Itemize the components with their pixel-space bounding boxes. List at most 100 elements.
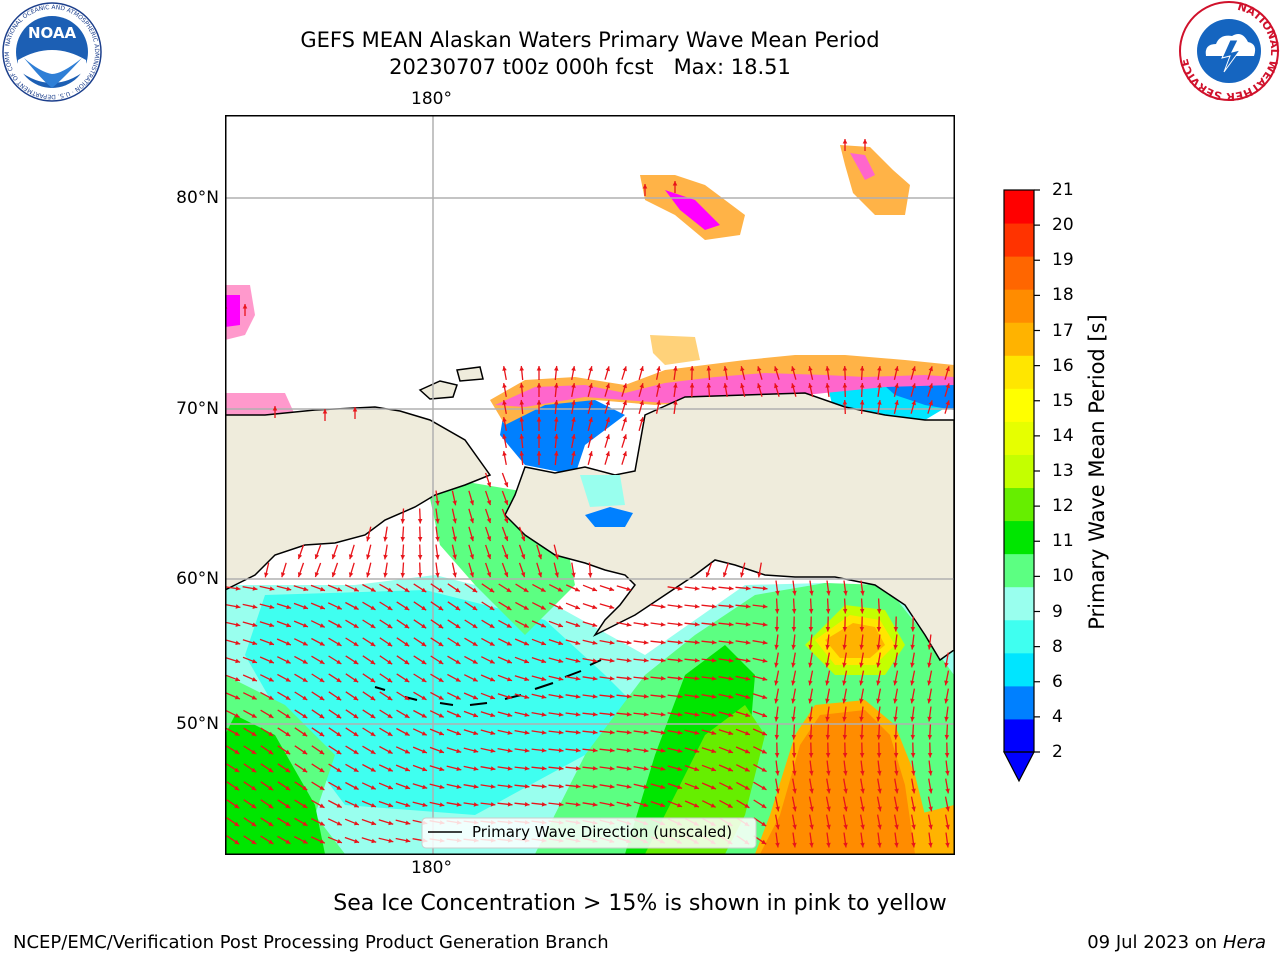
wave-direction-arrowhead <box>286 604 292 610</box>
wave-direction-arrowhead <box>507 748 513 753</box>
wave-direction-arrowhead <box>541 712 547 717</box>
footer-host: Hera <box>1222 932 1266 953</box>
wave-direction-arrowhead <box>235 604 241 609</box>
wave-direction-arrowhead <box>575 676 581 681</box>
wave-direction-arrowhead <box>575 784 581 789</box>
wave-direction-arrowhead <box>524 766 530 771</box>
wave-direction-arrowhead <box>894 806 899 812</box>
colorbar-tick-label: 17 <box>1052 320 1074 341</box>
wave-direction-arrowhead <box>405 802 411 808</box>
wave-direction-arrowhead <box>791 680 796 686</box>
wave-direction-arrowhead <box>336 677 342 683</box>
wave-direction-arrowhead <box>269 604 275 609</box>
wave-direction-arrowhead <box>251 803 257 809</box>
wave-direction-arrowhead <box>575 694 581 699</box>
wave-direction-arrowhead <box>677 676 683 681</box>
wave-direction-arrowhead <box>643 748 649 753</box>
colorbar-segment <box>1004 586 1034 621</box>
wave-direction-arrowhead <box>859 662 864 668</box>
wave-direction-arrowhead <box>404 623 410 629</box>
wave-direction-arrowhead <box>859 734 865 740</box>
wave-direction-arrowhead <box>592 802 598 807</box>
wave-direction-arrowhead <box>809 770 814 776</box>
wave-direction-arrowhead <box>506 587 512 592</box>
wave-direction-arrowhead <box>727 785 733 790</box>
wave-direction-arrowhead <box>252 604 258 609</box>
wave-direction-arrowhead <box>519 383 524 388</box>
wave-direction-arrowhead <box>825 698 830 704</box>
wave-direction-arrowhead <box>639 417 644 423</box>
wave-direction-arrowhead <box>370 749 376 754</box>
wave-direction-arrowhead <box>774 644 779 650</box>
wave-direction-arrowhead <box>944 698 949 704</box>
wave-direction-arrowhead <box>486 572 492 578</box>
wave-direction-arrowhead <box>825 627 831 632</box>
wave-direction-arrowhead <box>910 698 915 704</box>
sea-ice-caption: Sea Ice Concentration > 15% is shown in … <box>333 891 947 916</box>
wave-direction-arrowhead <box>911 400 916 406</box>
wave-direction-arrowhead <box>235 622 241 627</box>
wave-direction-arrowhead <box>554 554 559 560</box>
wave-direction-arrowhead <box>945 788 950 794</box>
wave-direction-arrowhead <box>728 712 734 717</box>
wave-direction-arrowhead <box>592 748 598 753</box>
wave-direction-arrowhead <box>541 748 547 753</box>
wave-direction-arrowhead <box>540 623 546 628</box>
wave-direction-arrowhead <box>302 695 308 700</box>
wave-direction-arrowhead <box>842 608 848 614</box>
colorbar-label: Primary Wave Mean Period [s] <box>1085 314 1109 630</box>
wave-direction-arrowhead <box>489 587 495 593</box>
wave-direction-arrowhead <box>843 788 848 794</box>
wave-direction-arrowhead <box>571 417 576 422</box>
wave-direction-arrowhead <box>859 680 864 686</box>
wave-direction-arrowhead <box>506 641 512 646</box>
colorbar-tick-label: 2 <box>1052 742 1063 762</box>
wave-direction-arrowhead <box>507 766 513 771</box>
wave-direction-arrowhead <box>438 587 444 593</box>
wave-direction-arrowhead <box>336 821 342 826</box>
wave-direction-arrowhead <box>809 788 814 794</box>
wave-direction-arrowhead <box>348 554 354 560</box>
wave-direction-arrowhead <box>809 806 814 812</box>
wave-direction-arrowhead <box>366 554 371 560</box>
wave-direction-arrowhead <box>524 659 529 664</box>
wave-direction-arrowhead <box>945 383 950 389</box>
wave-direction-arrowhead <box>877 806 882 812</box>
colorbar-tick-label: 13 <box>1052 461 1074 481</box>
wave-direction-arrowhead <box>558 802 564 807</box>
wave-direction-arrowhead <box>536 383 542 388</box>
wave-direction-arrowhead <box>774 627 780 632</box>
colorbar-tick-label: 10 <box>1052 566 1074 587</box>
wave-direction-arrowhead <box>490 784 496 789</box>
wave-direction-arrowhead <box>927 716 932 722</box>
wave-direction-arrowhead <box>387 587 393 592</box>
wave-direction-arrowhead <box>400 518 406 524</box>
wave-direction-arrowhead <box>486 500 492 506</box>
wave-direction-arrowhead <box>502 366 507 371</box>
wave-direction-arrowhead <box>269 622 275 628</box>
wave-direction-arrowhead <box>928 383 933 389</box>
wave-direction-arrowhead <box>639 366 644 372</box>
wave-direction-arrowhead <box>826 824 831 830</box>
wave-direction-arrowhead <box>894 770 899 776</box>
wave-direction-arrowhead <box>541 766 547 771</box>
wave-direction-arrowhead <box>592 658 598 663</box>
colorbar-extend-arrow <box>1003 751 1035 783</box>
wave-direction-arrowhead <box>740 366 745 372</box>
wave-direction-arrowhead <box>711 694 717 699</box>
wave-direction-arrowhead <box>876 608 882 614</box>
wave-direction-arrowhead <box>660 730 666 735</box>
wave-direction-arrowhead <box>438 713 444 718</box>
wave-direction-arrowhead <box>456 730 461 736</box>
wave-direction-arrowhead <box>524 802 530 807</box>
wave-direction-arrowhead <box>910 734 916 740</box>
wave-direction-arrowhead <box>928 824 933 830</box>
wave-direction-arrowhead <box>489 623 495 628</box>
wave-direction-arrowhead <box>843 824 848 830</box>
wave-direction-arrowhead <box>894 824 899 830</box>
wave-direction-arrowhead <box>503 536 509 541</box>
wave-direction-arrowhead <box>575 712 581 717</box>
wave-direction-arrowhead <box>456 748 462 754</box>
wave-direction-arrowhead <box>520 536 526 542</box>
wave-direction-arrowhead <box>876 734 882 740</box>
